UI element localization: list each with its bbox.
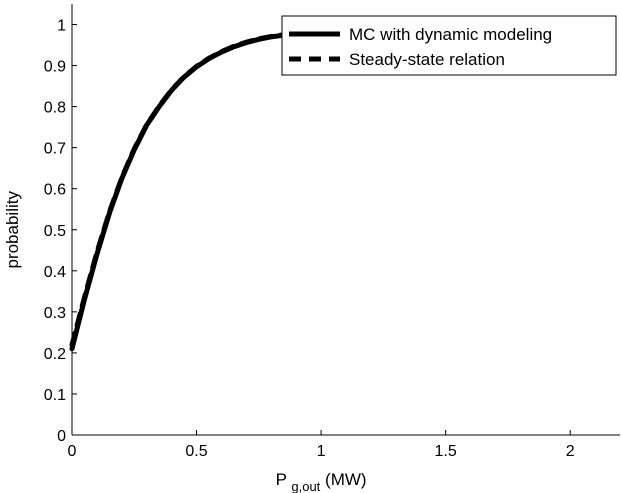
- y-tick-label: 0.4: [44, 264, 66, 281]
- legend-box: [281, 15, 617, 76]
- y-tick-label: 0.9: [44, 59, 66, 76]
- plot-area: [72, 4, 620, 435]
- x-tick-label: 0.5: [185, 443, 207, 460]
- x-tick-label: 1.5: [435, 443, 457, 460]
- x-tick-label: 2: [566, 443, 575, 460]
- x-axis-label-main: P: [276, 470, 287, 489]
- y-tick-label: 0.3: [44, 305, 66, 322]
- series-line-1: [69, 30, 324, 348]
- y-tick-label: 0.6: [44, 182, 66, 199]
- x-axis-label-subscript: g,out: [291, 479, 320, 493]
- y-tick-label: 0.2: [44, 346, 66, 363]
- y-tick-label: 1: [57, 18, 66, 35]
- legend: MC with dynamic modeling Steady-state rel…: [281, 15, 617, 76]
- y-tick-label: 0.7: [44, 141, 66, 158]
- legend-label-0: MC with dynamic modeling: [349, 25, 552, 44]
- x-tick-label: 0: [68, 443, 77, 460]
- x-axis-label: P g,out (MW): [276, 470, 367, 493]
- axes-layer: 0 0.5 1 1.5 2 0 0.1 0.2 0.3 0.4 0.5 0.6 0.7 0.8 0.9 1: [44, 4, 620, 460]
- series-layer: [69, 30, 324, 352]
- y-axis-label: probability: [3, 191, 22, 269]
- x-axis-label-suffix: (MW): [325, 470, 367, 489]
- x-tick-label: 1: [317, 443, 326, 460]
- y-tick-label: 0.1: [44, 387, 66, 404]
- y-tick-label: 0: [57, 428, 66, 445]
- y-tick-label: 0.8: [44, 100, 66, 117]
- legend-label-1: Steady-state relation: [349, 50, 505, 69]
- plot-background: [72, 4, 620, 435]
- y-tick-label: 0.5: [44, 223, 66, 240]
